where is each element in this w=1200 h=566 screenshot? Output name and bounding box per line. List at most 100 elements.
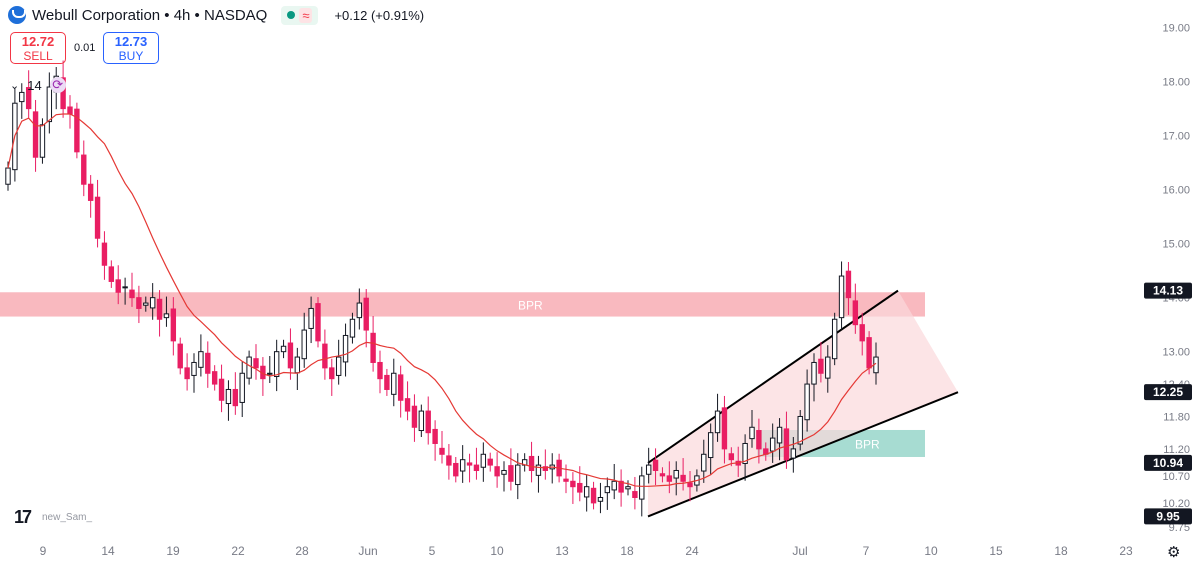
candle-body	[590, 487, 597, 504]
candle-body	[446, 455, 452, 466]
x-tick-label: 28	[295, 544, 309, 558]
candle	[494, 452, 500, 488]
candle-body	[852, 300, 859, 326]
x-tick-label: 10	[490, 544, 504, 558]
candle	[439, 431, 445, 464]
candle-body	[494, 466, 500, 477]
candle	[769, 423, 776, 463]
candle-body	[335, 356, 342, 376]
candle	[101, 231, 108, 280]
candle-body	[60, 77, 66, 110]
candle	[721, 395, 728, 464]
candle-body	[535, 464, 542, 476]
candle	[797, 409, 803, 451]
candle	[356, 288, 363, 330]
candle	[446, 444, 452, 480]
candle-body	[377, 361, 383, 380]
candle-body	[149, 297, 156, 309]
candle	[391, 358, 397, 407]
x-tick-label: 13	[555, 544, 569, 558]
sell-label: SELL	[23, 49, 53, 63]
candle-body	[32, 111, 39, 158]
candle	[377, 350, 383, 394]
candle-body	[666, 475, 673, 482]
candle-body	[432, 428, 438, 444]
candle-body	[639, 475, 645, 500]
candle	[335, 339, 342, 385]
time-axis[interactable]: 9 14 19 22 28 Jun 5 10 13 18 24 Jul 7 10 15 18 23	[40, 544, 1133, 558]
candle-body	[294, 356, 301, 374]
candle-body	[501, 469, 507, 475]
candle-body	[659, 473, 666, 477]
candle	[701, 439, 707, 483]
candle	[852, 283, 859, 334]
candle	[645, 447, 652, 484]
candle-body	[273, 351, 280, 378]
market-status-pill[interactable]: ≈	[281, 5, 319, 25]
candle-body	[322, 343, 328, 369]
candle	[742, 434, 748, 481]
candle-body	[391, 372, 397, 395]
candle-body	[776, 426, 783, 444]
candle	[81, 140, 87, 197]
price-label-text: 9.95	[1156, 509, 1180, 523]
candle-body	[232, 388, 239, 407]
candle	[19, 83, 25, 119]
candle-body	[528, 455, 535, 471]
candle	[308, 296, 314, 344]
candle	[515, 453, 521, 500]
candle-body	[728, 453, 735, 461]
candle-body	[480, 453, 487, 468]
candle-body	[515, 464, 521, 486]
candle	[363, 289, 369, 348]
candle	[163, 296, 170, 327]
candle	[239, 361, 245, 418]
candle-body	[790, 448, 797, 459]
candle	[397, 365, 404, 418]
candle	[191, 353, 197, 393]
candle	[115, 265, 121, 305]
candle	[639, 466, 645, 517]
chevron-down-icon[interactable]: ⌄	[10, 79, 20, 92]
candle	[487, 452, 493, 472]
refresh-icon[interactable]: ⟳	[49, 77, 66, 93]
candle-body	[94, 196, 101, 239]
gear-icon[interactable]: ⚙	[1167, 544, 1181, 561]
candle-body	[783, 428, 790, 461]
candle	[749, 409, 755, 448]
candle-body	[756, 430, 762, 450]
candle-body	[349, 318, 356, 338]
candle	[818, 341, 824, 383]
candle	[370, 316, 376, 372]
candle	[143, 296, 149, 312]
sell-button[interactable]: 12.72 SELL	[10, 32, 66, 64]
candle-body	[101, 242, 108, 266]
candle	[280, 339, 287, 359]
candle	[122, 277, 128, 305]
candle-body	[418, 410, 425, 432]
candle-body	[797, 415, 803, 445]
candle-body	[818, 358, 824, 374]
symbol-title[interactable]: Webull Corporation • 4h • NASDAQ	[32, 6, 268, 24]
channel-fill	[648, 290, 958, 517]
candle-body	[87, 183, 94, 201]
candle-body	[329, 367, 335, 380]
candle	[597, 482, 604, 514]
candle-body	[136, 297, 142, 309]
candle	[322, 329, 328, 380]
candle-body	[404, 398, 411, 412]
candle	[590, 481, 597, 510]
candle	[707, 423, 714, 475]
candle	[198, 334, 204, 377]
candle	[583, 474, 590, 512]
candle	[253, 344, 259, 380]
buy-button[interactable]: 12.73 BUY	[103, 32, 159, 64]
candle-body	[707, 432, 714, 459]
x-tick-label: 10	[924, 544, 938, 558]
candle	[225, 380, 232, 421]
candle-body	[301, 329, 307, 360]
chart-header: Webull Corporation • 4h • NASDAQ ≈ +0.12…	[8, 4, 424, 26]
indicator-legend[interactable]: ⌄ 14 ⟳	[10, 77, 66, 93]
indicator-value: 14	[27, 77, 42, 93]
